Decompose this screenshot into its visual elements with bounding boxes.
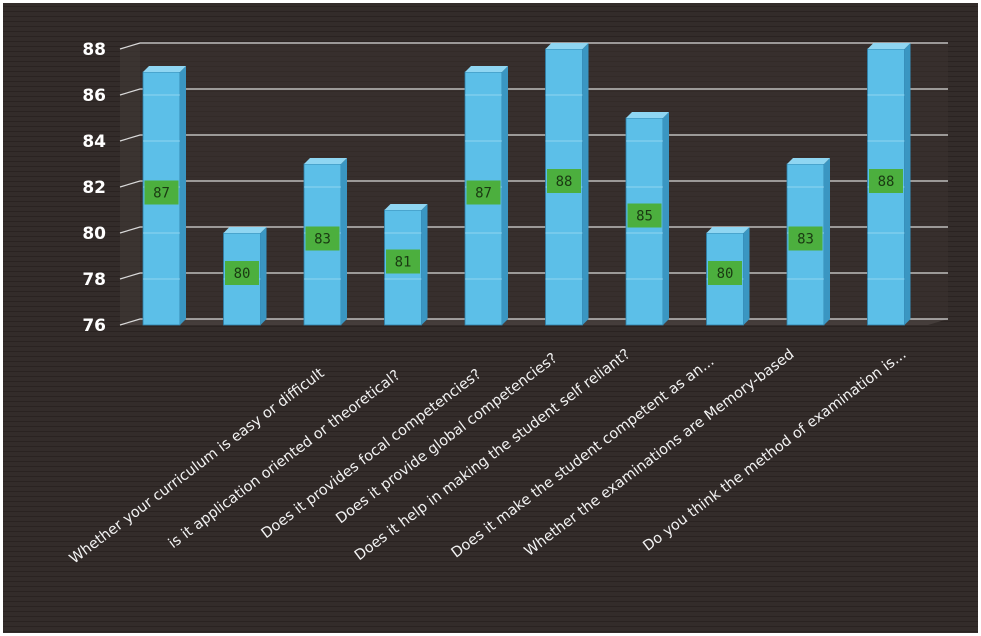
bar-top	[706, 227, 750, 233]
bar-top	[143, 66, 186, 72]
data-label-box	[788, 226, 823, 251]
gridline	[119, 318, 948, 326]
data-label-box	[225, 261, 259, 285]
data-label: 88	[556, 174, 573, 190]
gridline	[119, 226, 948, 234]
bar-top	[223, 227, 267, 233]
y-tick-label: 82	[82, 178, 106, 198]
gridline	[119, 42, 948, 50]
data-label: 87	[475, 186, 492, 202]
y-tick-label: 78	[82, 270, 106, 290]
bar-side	[904, 43, 911, 325]
bar-top	[867, 43, 911, 49]
data-label-box	[386, 249, 420, 274]
data-label-box	[144, 180, 179, 205]
bar-side	[743, 227, 750, 325]
gridline	[119, 88, 948, 96]
bar-side	[341, 158, 347, 325]
y-tick-label: 86	[82, 86, 106, 106]
data-label: 83	[797, 232, 814, 248]
y-tick-label: 84	[82, 132, 106, 152]
bar-top	[304, 158, 347, 164]
data-label-box	[466, 180, 501, 205]
bar-side	[582, 43, 589, 325]
bar-top	[384, 204, 428, 210]
y-tick-label: 88	[82, 40, 106, 60]
gridline	[119, 180, 948, 188]
bar-side	[260, 227, 267, 325]
data-label-box	[547, 169, 581, 193]
gridlines	[119, 42, 948, 326]
data-label: 87	[153, 186, 170, 202]
data-label: 83	[314, 232, 331, 248]
data-label: 88	[878, 174, 895, 190]
bar-top	[787, 158, 830, 164]
y-tick-label: 80	[82, 224, 106, 244]
bar-top	[465, 66, 508, 72]
data-label: 80	[234, 266, 251, 282]
data-label: 81	[395, 255, 412, 271]
bar-side	[824, 158, 830, 325]
y-tick-label: 76	[82, 316, 106, 336]
bar-side	[180, 66, 186, 325]
data-label-box	[708, 261, 742, 285]
data-labels: 87 80 83 81 87 88 85 80 83 88	[144, 169, 903, 285]
bar-side	[502, 66, 508, 325]
bar-top	[626, 112, 669, 118]
bar-side	[663, 112, 669, 325]
data-label: 85	[636, 209, 653, 225]
gridline	[119, 272, 948, 280]
bar-top	[545, 43, 589, 49]
y-axis-tick-labels: 76 78 80 82 84 86 88	[82, 40, 106, 336]
data-label-box	[627, 203, 662, 228]
gridline	[119, 134, 948, 142]
data-label: 80	[717, 266, 734, 282]
data-label-box	[305, 226, 340, 251]
data-label-box	[869, 169, 903, 193]
bar-side	[421, 204, 428, 325]
